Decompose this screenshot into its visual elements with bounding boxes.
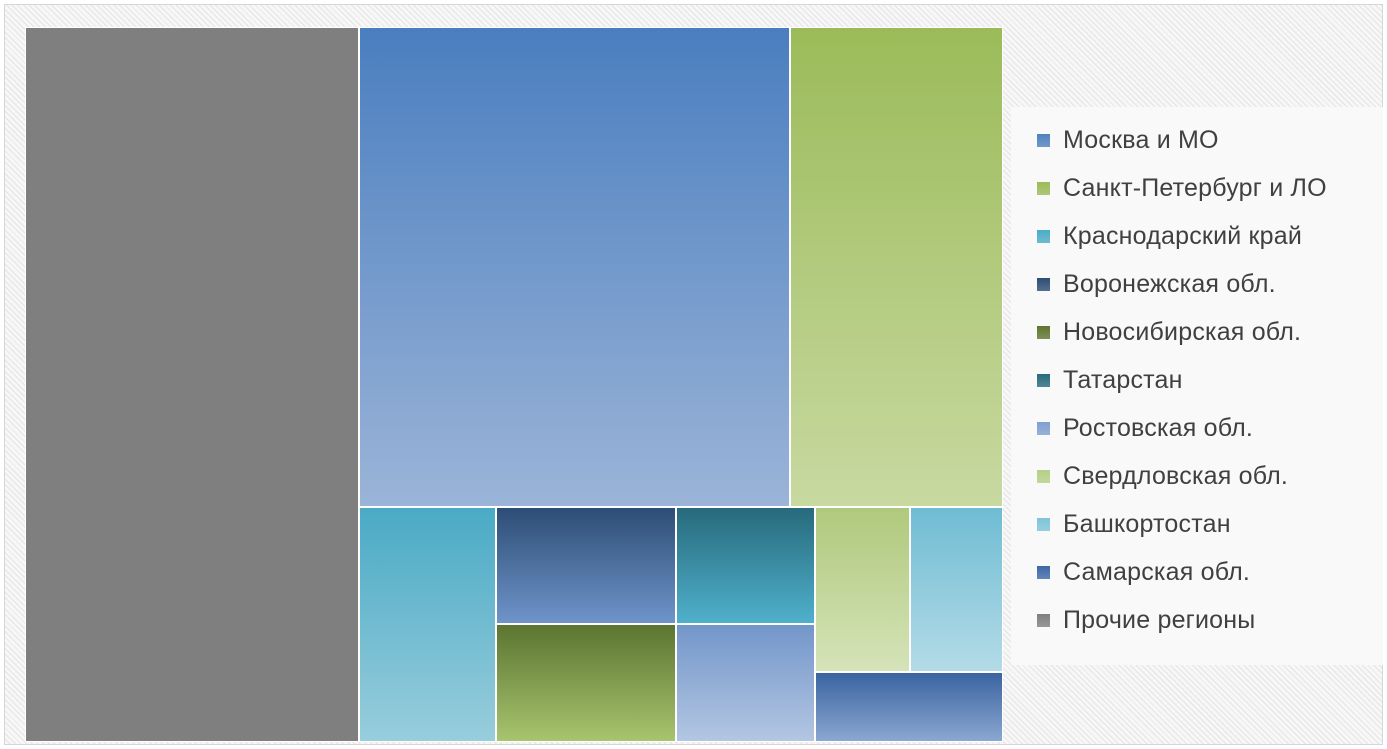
- treemap-tile: [496, 624, 676, 742]
- legend-item: Санкт-Петербург и ЛО: [1037, 174, 1327, 202]
- treemap-tile: [25, 27, 359, 742]
- legend-label: Свердловская обл.: [1063, 461, 1289, 490]
- legend-item: Татарстан: [1037, 366, 1183, 394]
- treemap-tile: [496, 507, 676, 624]
- legend-label: Ростовская обл.: [1063, 413, 1254, 442]
- chart-legend: Москва и МО Санкт-Петербург и ЛО Краснодар…: [1011, 107, 1383, 665]
- legend-label: Татарстан: [1063, 365, 1183, 394]
- legend-swatch: [1037, 277, 1050, 291]
- legend-label: Санкт-Петербург и ЛО: [1063, 173, 1327, 202]
- legend-item: Свердловская обл.: [1037, 462, 1288, 490]
- legend-label: Прочие регионы: [1063, 605, 1256, 634]
- legend-label: Башкортостан: [1063, 509, 1231, 538]
- legend-label: Самарская обл.: [1063, 557, 1251, 586]
- legend-item: Самарская обл.: [1037, 558, 1250, 586]
- legend-item: Прочие регионы: [1037, 606, 1255, 634]
- treemap-tile: [359, 507, 496, 742]
- legend-label: Москва и МО: [1063, 125, 1219, 154]
- treemap-plot-area: [25, 27, 1003, 742]
- treemap-tile: [676, 507, 815, 624]
- legend-item: Москва и МО: [1037, 126, 1219, 154]
- legend-item: Башкортостан: [1037, 510, 1231, 538]
- chart-frame: Москва и МО Санкт-Петербург и ЛО Краснодар…: [4, 4, 1383, 745]
- legend-swatch: [1037, 181, 1050, 195]
- treemap-tile: [359, 27, 790, 507]
- legend-label: Краснодарский край: [1063, 221, 1303, 250]
- legend-swatch: [1037, 565, 1050, 579]
- legend-item: Краснодарский край: [1037, 222, 1302, 250]
- treemap-tile: [815, 507, 910, 672]
- legend-swatch: [1037, 229, 1050, 243]
- legend-label: Воронежская обл.: [1063, 269, 1276, 298]
- legend-swatch: [1037, 373, 1050, 387]
- legend-swatch: [1037, 613, 1050, 627]
- legend-item: Новосибирская обл.: [1037, 318, 1301, 346]
- treemap-tile: [815, 672, 1003, 742]
- legend-swatch: [1037, 133, 1050, 147]
- treemap-tile: [676, 624, 815, 742]
- legend-swatch: [1037, 517, 1050, 531]
- legend-item: Ростовская обл.: [1037, 414, 1253, 442]
- legend-item: Воронежская обл.: [1037, 270, 1276, 298]
- treemap-tile: [790, 27, 1003, 507]
- legend-swatch: [1037, 469, 1050, 483]
- legend-swatch: [1037, 325, 1050, 339]
- legend-swatch: [1037, 421, 1050, 435]
- treemap-tile: [910, 507, 1003, 672]
- legend-label: Новосибирская обл.: [1063, 317, 1302, 346]
